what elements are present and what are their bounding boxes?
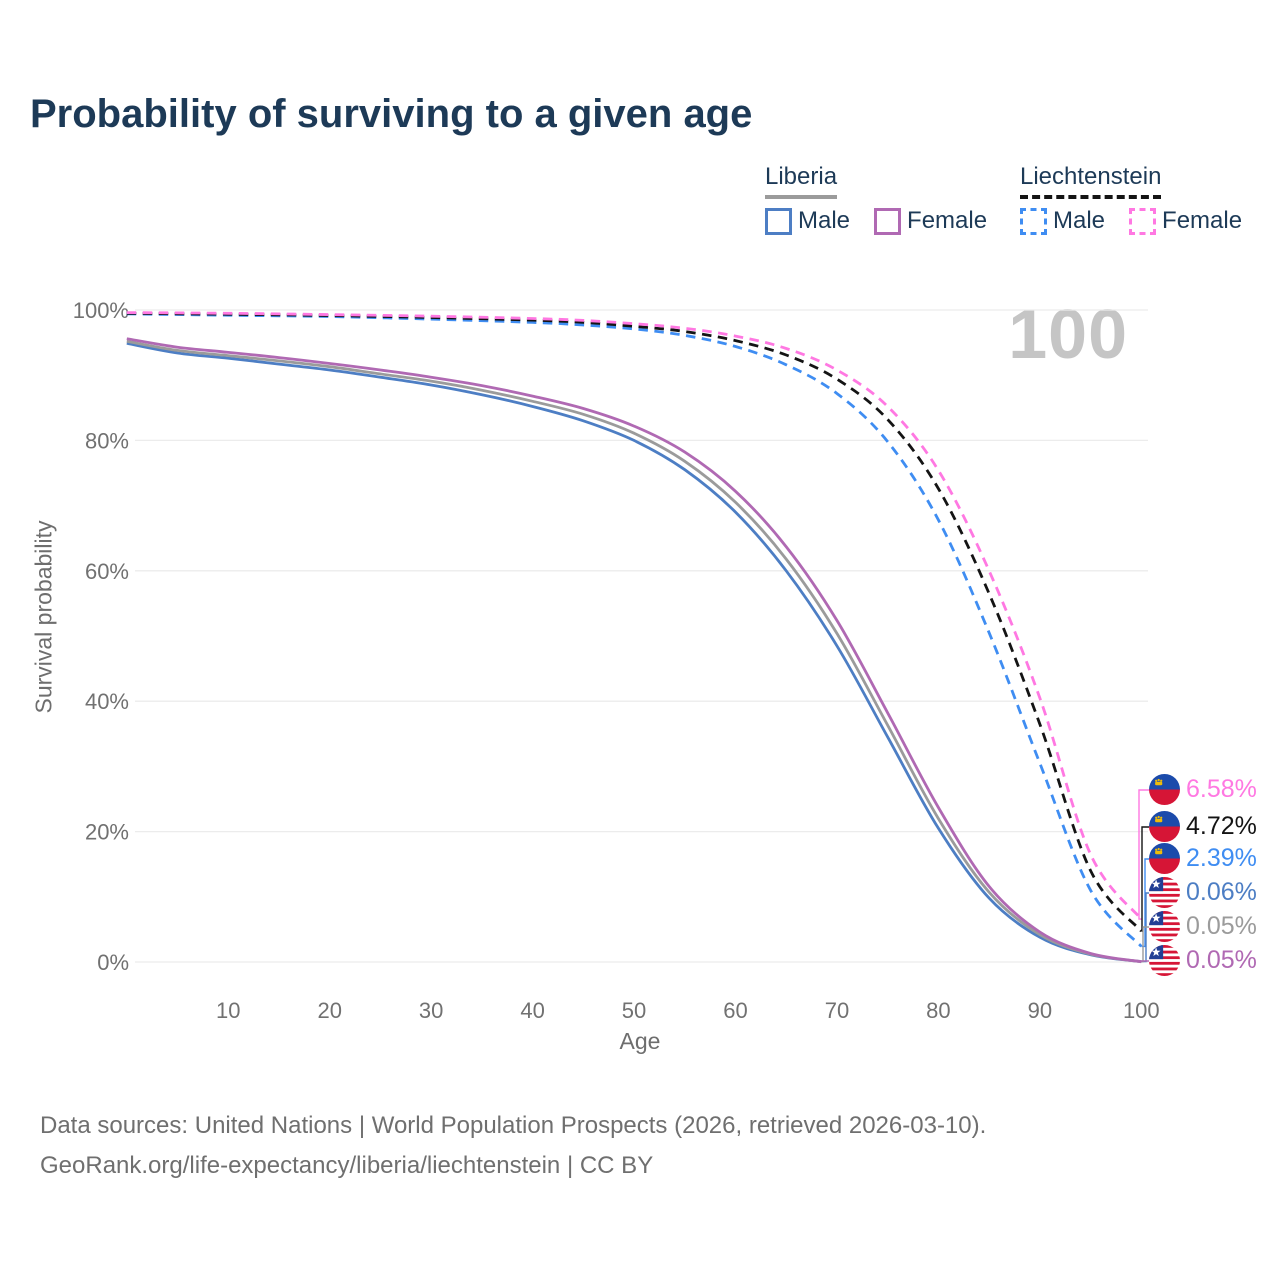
- liechtenstein-male-swatch-icon: [1020, 207, 1047, 235]
- y-tick-label: 80%: [85, 428, 129, 453]
- liechtenstein-flag-icon: [1149, 843, 1180, 874]
- liberia-female-swatch-icon: [874, 207, 902, 235]
- legend-item-label: Male: [1053, 207, 1106, 234]
- liberia-flag-icon: [1149, 945, 1180, 976]
- x-axis-title: Age: [619, 1028, 661, 1054]
- age-watermark: 100: [1008, 295, 1128, 373]
- leader-line: [1141, 892, 1149, 963]
- x-tick-label: 20: [317, 998, 341, 1023]
- legend-item-liberia-male: Male: [765, 207, 850, 235]
- x-tick-label: 70: [825, 998, 849, 1023]
- endpoint-label-row: 0.05%: [1149, 911, 1257, 942]
- endpoint-label-row: 0.06%: [1149, 877, 1257, 908]
- x-tick-label: 90: [1028, 998, 1052, 1023]
- x-tick-label: 10: [216, 998, 240, 1023]
- legend-group-liberia: Liberia Male Female: [765, 163, 987, 235]
- page-title: Probability of surviving to a given age: [30, 92, 753, 136]
- legend-item-liberia-female: Female: [874, 207, 987, 235]
- endpoint-value: 0.06%: [1186, 878, 1257, 906]
- y-tick-label: 100%: [73, 298, 129, 323]
- y-tick-label: 60%: [85, 559, 129, 584]
- x-tick-label: 60: [723, 998, 747, 1023]
- y-tick-label: 20%: [85, 820, 129, 845]
- curve-liechtenstein-both-sexes: [126, 311, 1143, 933]
- liberia-flag-icon: [1149, 911, 1180, 942]
- y-axis-title: Survival probability: [30, 520, 57, 714]
- endpoint-label-row: 4.72%: [1149, 811, 1257, 842]
- curve-liechtenstein-male: [126, 312, 1143, 948]
- legend-country-label: Liberia: [765, 163, 838, 190]
- endpoint-value: 0.05%: [1186, 946, 1257, 974]
- liechtenstein-flag-icon: [1149, 774, 1180, 805]
- endpoint-label-row: 2.39%: [1149, 843, 1257, 874]
- legend-item-liechtenstein-female: Female: [1129, 207, 1242, 235]
- legend-country-underline: Liberia: [765, 163, 838, 199]
- liechtenstein-flag-icon: [1149, 811, 1180, 842]
- leader-line: [1138, 789, 1149, 920]
- x-tick-label: 80: [926, 998, 950, 1023]
- legend-country-underline: Liechtenstein: [1020, 163, 1162, 199]
- legend-country-label: Liechtenstein: [1020, 163, 1162, 190]
- endpoint-value: 4.72%: [1186, 812, 1257, 840]
- curve-liberia-both-sexes: [126, 339, 1142, 964]
- x-tick-label: 100: [1123, 998, 1160, 1023]
- leader-line: [1139, 960, 1149, 963]
- curve-liberia-male: [126, 341, 1142, 963]
- endpoint-label-row: 6.58%: [1149, 774, 1257, 805]
- leader-line: [1141, 858, 1149, 948]
- y-tick-label: 40%: [85, 689, 129, 714]
- legend-item-liechtenstein-male: Male: [1020, 207, 1105, 235]
- x-tick-label: 40: [520, 998, 544, 1023]
- leader-line: [1141, 826, 1149, 932]
- y-tick-label: 0%: [97, 950, 129, 975]
- legend-item-label: Male: [798, 207, 851, 234]
- legend-group-liechtenstein: Liechtenstein Male Female: [1020, 163, 1242, 235]
- footer-data-sources: Data sources: United Nations | World Pop…: [40, 1112, 987, 1139]
- curve-liechtenstein-female: [126, 311, 1143, 920]
- legend-item-label: Female: [907, 207, 988, 234]
- liechtenstein-female-swatch-icon: [1129, 207, 1157, 235]
- liberia-male-swatch-icon: [765, 207, 792, 235]
- liberia-flag-icon: [1149, 877, 1180, 908]
- curve-liberia-female: [126, 337, 1142, 964]
- endpoint-value: 6.58%: [1186, 775, 1257, 803]
- endpoint-value: 2.39%: [1186, 844, 1257, 872]
- endpoint-value: 0.05%: [1186, 912, 1257, 940]
- legend-item-label: Female: [1162, 207, 1243, 234]
- leader-line: [1141, 926, 1149, 963]
- endpoint-label-row: 0.05%: [1149, 945, 1257, 976]
- footer-attribution: GeoRank.org/life-expectancy/liberia/liec…: [40, 1152, 654, 1179]
- x-tick-label: 50: [622, 998, 646, 1023]
- x-tick-label: 30: [419, 998, 443, 1023]
- footer: Data sources: United Nations | World Pop…: [40, 1106, 986, 1186]
